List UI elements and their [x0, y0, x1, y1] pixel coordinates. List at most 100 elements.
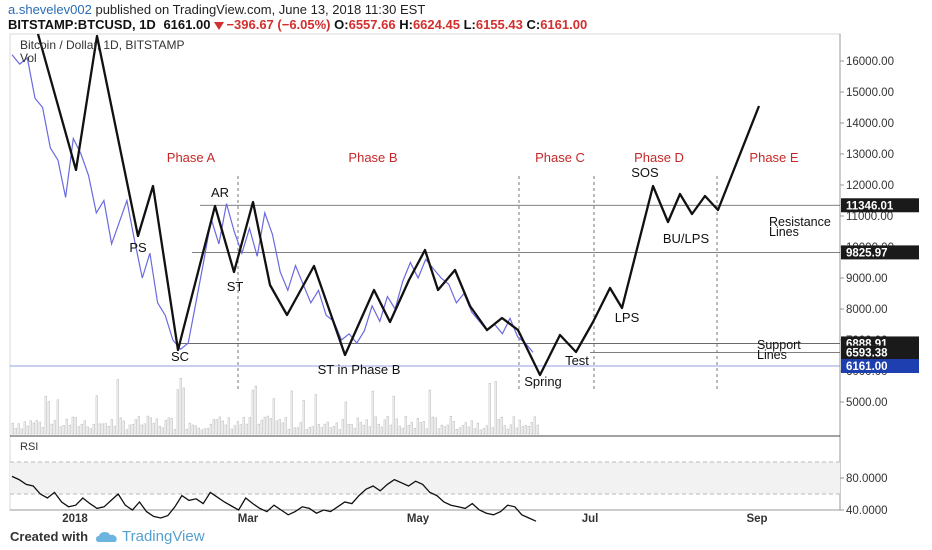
volume-bar: [95, 395, 98, 435]
volume-bar: [329, 427, 332, 435]
volume-bar: [35, 420, 38, 435]
phase-label: Phase E: [749, 150, 798, 165]
volume-bar: [11, 422, 14, 435]
volume-bar: [524, 425, 527, 435]
volume-bar: [506, 428, 509, 435]
volume-bar: [287, 428, 290, 435]
author-link[interactable]: a.shevelev002: [8, 2, 92, 17]
volume-bar: [521, 426, 524, 435]
plot-frame: [9, 33, 841, 511]
volume-bar: [425, 428, 428, 435]
close-value: 6161.00: [540, 17, 588, 32]
volume-bar: [50, 423, 53, 435]
volume-bar: [179, 378, 182, 435]
price-tick-label: 14000.00: [846, 118, 894, 130]
volume-bar: [452, 421, 455, 435]
volume-bar: [239, 424, 242, 435]
level-tag: [841, 345, 919, 360]
volume-bar: [461, 425, 464, 435]
volume-bar: [137, 416, 140, 435]
open-label: O:: [334, 17, 349, 32]
price-tick-label: 5000.00: [846, 397, 888, 409]
tradingview-brand: TradingView: [122, 528, 205, 545]
volume-bar: [437, 428, 440, 435]
rsi-series-line: [11, 475, 537, 522]
wyckoff-annotation: SC: [171, 349, 189, 364]
volume-bar: [332, 426, 335, 435]
volume-bar: [464, 422, 467, 435]
rsi-label: RSI: [20, 441, 38, 453]
volume-bar: [404, 416, 407, 435]
volume-bar: [143, 423, 146, 435]
wyckoff-annotation: AR: [211, 185, 229, 200]
volume-bar: [245, 423, 248, 435]
level-group-label: Resistance Lines: [769, 215, 831, 239]
volume-bar: [44, 395, 47, 435]
volume-bar: [293, 427, 296, 435]
volume-bar: [26, 425, 29, 435]
volume-bar: [383, 419, 386, 435]
wyckoff-annotation: SOS: [631, 165, 659, 180]
volume-bar: [347, 424, 350, 435]
volume-bar: [116, 379, 119, 435]
high-value: 6624.45: [412, 17, 460, 32]
publish-info: published on TradingView.com, June 13, 2…: [95, 2, 426, 17]
volume-bar: [125, 429, 128, 435]
volume-bar: [326, 421, 329, 435]
time-tick-label: Jul: [582, 513, 599, 525]
wyckoff-annotation: ST: [227, 279, 244, 294]
volume-bar: [62, 425, 65, 435]
volume-bar: [170, 418, 173, 435]
volume-bar: [317, 424, 320, 435]
volume-bar: [422, 421, 425, 435]
ohlc-line: BITSTAMP:BTCUSD, 1D 6161.00 −396.67 (−6.0…: [8, 17, 587, 32]
level-tag-label: 6161.00: [846, 361, 888, 373]
volume-bar: [401, 427, 404, 435]
volume-bar: [209, 423, 212, 435]
volume-bar: [458, 427, 461, 435]
volume-bar: [227, 417, 230, 435]
level-tag: [841, 245, 919, 260]
volume-bar: [98, 423, 101, 435]
volume-bar: [407, 425, 410, 435]
price-tick-label: 9000.00: [846, 273, 888, 285]
volume-bar: [482, 428, 485, 435]
volume-bar: [455, 428, 458, 435]
volume-bar: [176, 389, 179, 435]
volume-label: Vol: [20, 51, 37, 65]
time-tick-label: Sep: [746, 513, 767, 525]
volume-bar: [284, 417, 287, 435]
volume-bar: [47, 401, 50, 435]
volume-bar: [134, 419, 137, 435]
volume-bar: [527, 426, 530, 435]
volume-bar: [161, 427, 164, 435]
footer: Created with TradingView: [10, 528, 205, 545]
level-tag-label: 9825.97: [846, 247, 888, 259]
change-value: −396.67 (−6.05%): [226, 17, 331, 32]
volume-bar: [488, 383, 491, 435]
volume-bar: [164, 419, 167, 435]
volume-bar: [119, 417, 122, 435]
volume-bar: [515, 427, 518, 435]
volume-bar: [173, 429, 176, 435]
volume-bar: [392, 395, 395, 435]
volume-bar: [311, 426, 314, 435]
volume-bar: [470, 420, 473, 435]
volume-bar: [365, 419, 368, 435]
level-tag: [841, 198, 919, 213]
phase-label: Phase B: [348, 150, 397, 165]
tradingview-logo[interactable]: TradingView: [96, 528, 205, 545]
volume-bar: [167, 417, 170, 435]
volume-bar: [65, 418, 68, 435]
volume-bar: [257, 423, 260, 435]
volume-bar: [80, 424, 83, 435]
volume-bar: [278, 419, 281, 435]
volume-bar: [266, 415, 269, 435]
volume-bar: [233, 425, 236, 435]
volume-bar: [350, 424, 353, 435]
down-arrow-icon: [214, 21, 225, 30]
volume-bar: [185, 428, 188, 435]
volume-bar: [101, 423, 104, 435]
volume-bar: [182, 387, 185, 435]
